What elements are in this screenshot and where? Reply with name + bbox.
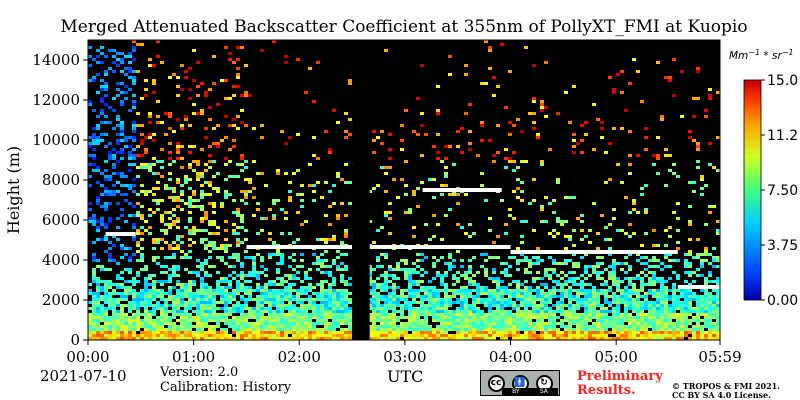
y-axis-label: Height (m) — [4, 146, 23, 234]
x-tick-label: 04:00 — [489, 348, 532, 366]
cc-icon: cc — [487, 374, 505, 392]
calibration-label: Calibration: History — [160, 380, 292, 395]
date-label: 2021-07-10 — [40, 367, 127, 385]
preliminary-line1: Preliminary — [577, 369, 663, 384]
colorbar-tick-label: 15.0 — [767, 73, 798, 89]
y-tick-label: 14000 — [32, 51, 80, 69]
cc-sa-label: SA — [539, 388, 548, 395]
plot-frame — [87, 39, 721, 341]
colorbar-unit: Mm−1 * sr−1 — [729, 48, 794, 62]
colorbar-tick-label: 0.00 — [767, 293, 798, 309]
y-tick-label: 12000 — [32, 91, 80, 109]
chart-title: Merged Attenuated Backscatter Coefficien… — [60, 17, 747, 37]
cloud-layer — [510, 250, 678, 254]
x-tick-label: 03:00 — [383, 348, 426, 366]
copyright-line1: © TROPOS & FMI 2021. — [672, 381, 781, 391]
cloud-layer — [105, 232, 136, 236]
x-tick-label: 01:00 — [172, 348, 215, 366]
cloud-layer — [422, 188, 502, 192]
y-tick-label: 4000 — [42, 251, 80, 269]
version-label: Version: 2.0 — [160, 365, 239, 380]
cloud-layer — [246, 245, 353, 249]
x-axis-label: UTC — [387, 367, 424, 386]
preliminary-line2: Results. — [577, 383, 636, 398]
attribution-icon: 🚹 — [511, 374, 529, 392]
data-gap — [352, 40, 370, 340]
cc-license-badge[interactable]: cc 🚹 ↻ BY SA — [480, 370, 560, 396]
colorbar-tick-label: 3.75 — [767, 238, 798, 254]
y-tick-label: 0 — [70, 331, 80, 349]
colorbar-tick-label: 7.50 — [767, 183, 798, 199]
x-tick-label: 00:00 — [66, 348, 109, 366]
y-axis: 0 2000 4000 6000 8000 10000 12000 14000 — [32, 51, 88, 349]
x-axis: 00:00 01:00 02:00 03:00 04:00 05:00 05:59 — [66, 340, 742, 366]
colorbar — [743, 79, 762, 301]
y-tick-label: 2000 — [42, 291, 80, 309]
cloud-layer — [369, 245, 511, 249]
x-tick-label: 02:00 — [278, 348, 321, 366]
x-tick-label: 05:59 — [698, 348, 741, 366]
y-tick-label: 10000 — [32, 131, 80, 149]
cloud-layers — [105, 188, 721, 289]
cloud-layer — [677, 285, 721, 289]
heatmap-pixels — [88, 40, 720, 340]
colorbar-tick-label: 11.2 — [767, 128, 798, 144]
copyright-line2: CC BY SA 4.0 License. — [672, 390, 771, 400]
share-alike-icon: ↻ — [535, 374, 553, 392]
y-tick-label: 8000 — [42, 171, 80, 189]
y-tick-label: 6000 — [42, 211, 80, 229]
x-tick-label: 05:00 — [595, 348, 638, 366]
cc-by-label: BY — [512, 388, 520, 395]
colorbar-ticks: 0.00 3.75 7.50 11.2 15.0 — [761, 73, 798, 309]
